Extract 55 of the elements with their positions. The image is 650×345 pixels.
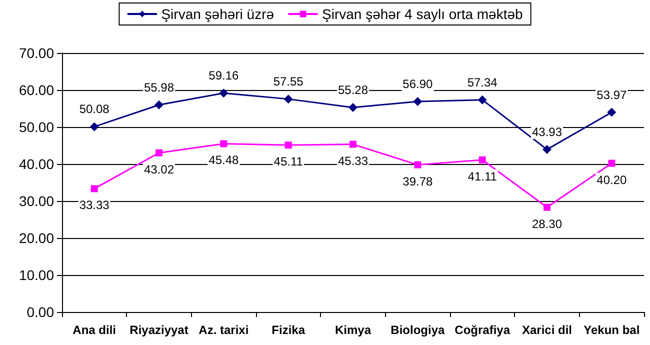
x-tick-label: Az. tarixi [198,323,249,337]
point [350,140,356,148]
y-tick-label: 20.00 [18,230,54,246]
point [90,122,99,132]
point [607,108,616,117]
data-label: 28.30 [532,216,562,231]
x-tick-label: Biologiya [390,323,445,337]
x-tick-label: Yekun bal [584,323,640,337]
point [544,204,550,211]
point [284,94,293,104]
point [219,88,228,98]
data-label: 59.16 [208,68,240,83]
data-label: 45.33 [338,154,368,168]
x-tick-label: Ana dili [72,323,116,337]
x-tick-label: Kimya [334,323,372,337]
point [413,96,422,106]
data-label: 57.34 [467,75,498,90]
data-label: 45.11 [274,154,304,169]
x-tick-label: Coğrafiya [454,323,510,337]
point [414,161,422,168]
x-tick-label: Riyaziyyat [130,323,188,337]
y-tick-label: 40.00 [18,156,54,172]
data-label: 33.33 [79,198,110,212]
data-label: 45.48 [208,153,240,168]
data-label: 43.02 [144,162,174,176]
point [154,100,164,110]
y-tick-label: 60.00 [18,82,54,98]
legend-label: Şirvan şəhər 4 saylı orta məktəb [322,6,524,22]
data-label: 53.97 [596,88,628,102]
data-label: 43.93 [532,124,562,139]
point [478,95,487,104]
point [608,160,616,167]
y-tick-label: 0.00 [26,304,54,320]
point [90,185,98,192]
data-label: 40.20 [596,172,628,187]
x-tick-label: Xarici dil [522,323,572,337]
y-tick-label: 70.00 [18,45,54,61]
y-tick-label: 50.00 [18,119,54,135]
x-tick-label: Fizika [272,323,306,337]
data-label: 50.08 [79,102,110,116]
data-label: 57.55 [273,74,304,89]
data-label: 55.28 [338,82,368,97]
legend-label: Şirvan şəhəri üzrə [161,6,274,22]
point [542,144,552,154]
data-label: 39.78 [402,174,434,188]
y-tick-label: 10.00 [18,267,54,283]
y-tick-label: 30.00 [18,193,54,209]
point [156,149,162,156]
point [348,102,358,112]
data-label: 41.11 [468,169,498,184]
point [284,142,292,149]
point [220,140,228,148]
point [478,156,486,164]
data-label: 56.90 [402,76,434,91]
data-label: 55.98 [144,80,174,94]
